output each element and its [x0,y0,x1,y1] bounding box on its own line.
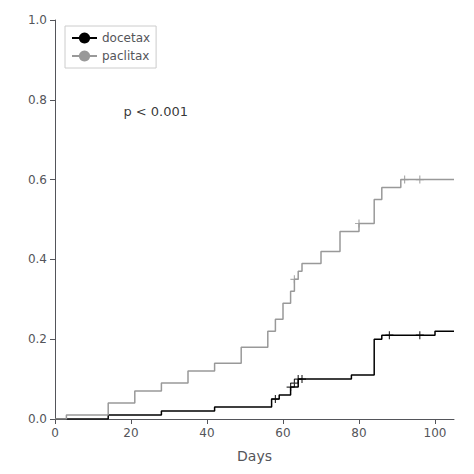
svg-text:1.0: 1.0 [28,13,47,27]
svg-text:20: 20 [123,426,138,440]
svg-text:paclitax: paclitax [102,49,149,63]
svg-text:Days: Days [237,448,272,464]
svg-text:80: 80 [351,426,366,440]
svg-text:60: 60 [275,426,290,440]
svg-text:0: 0 [51,426,59,440]
svg-text:40: 40 [199,426,214,440]
svg-text:p < 0.001: p < 0.001 [123,104,188,119]
svg-text:0.6: 0.6 [28,173,47,187]
svg-text:100: 100 [424,426,447,440]
svg-text:0.0: 0.0 [28,412,47,426]
svg-text:0.8: 0.8 [28,93,47,107]
svg-text:0.2: 0.2 [28,332,47,346]
svg-text:0.4: 0.4 [28,252,47,266]
svg-text:docetax: docetax [102,31,150,45]
